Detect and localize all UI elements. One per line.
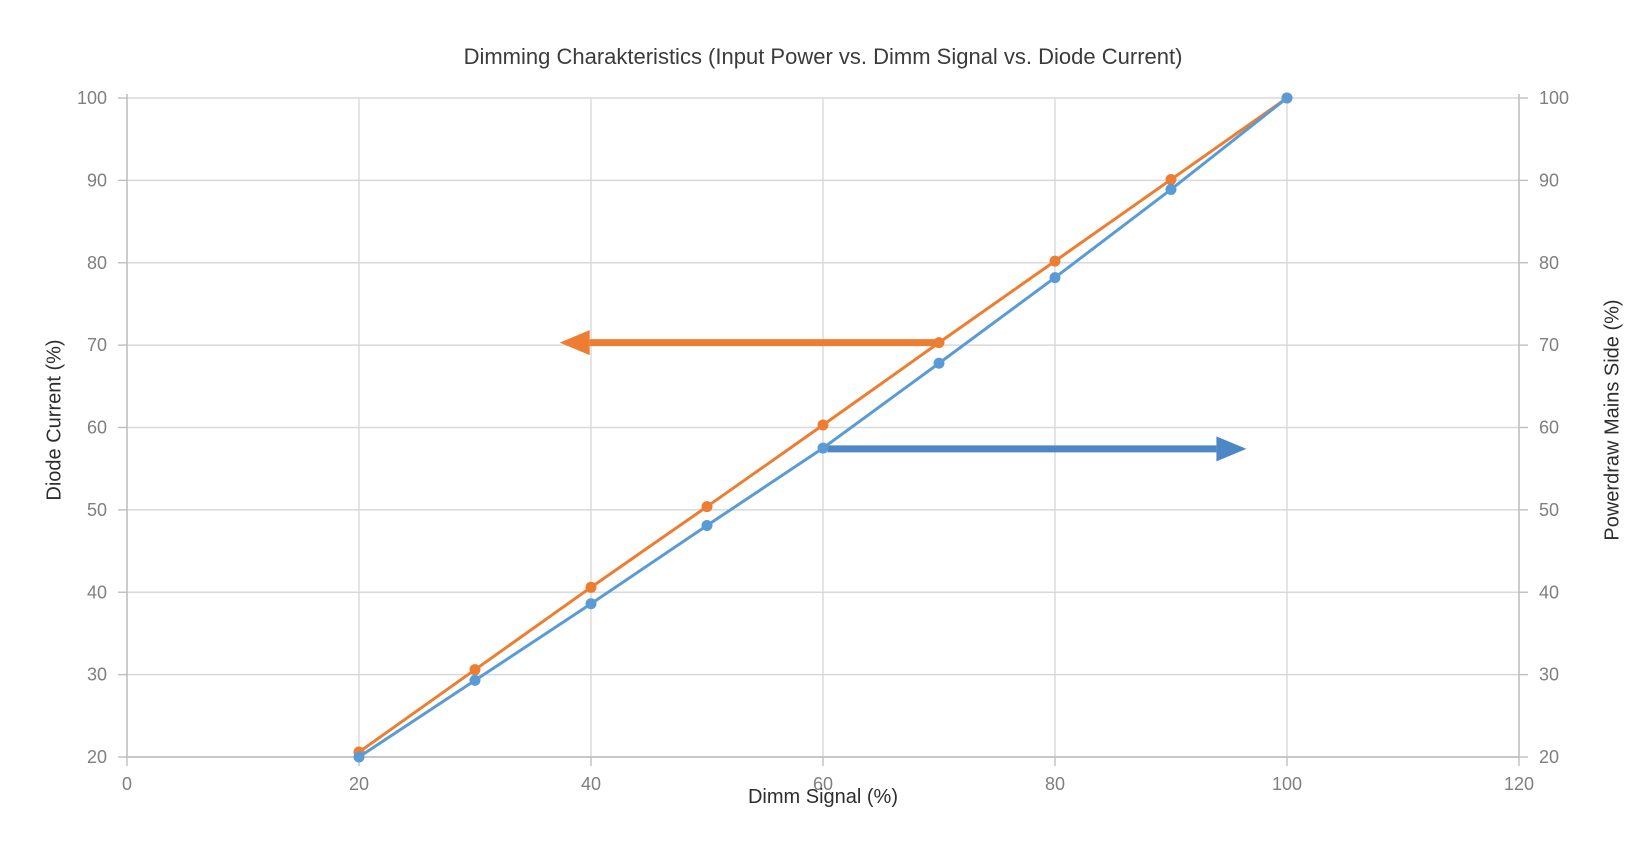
left-tick-label: 100 [77,88,107,108]
x-tick-label: 20 [349,774,369,794]
data-point-powerdraw [353,751,365,763]
left-axis-title: Diode Current (%) [43,339,66,501]
data-point-powerdraw [1165,183,1177,195]
data-point-diode-current [1049,255,1061,267]
right-tick-label: 20 [1539,747,1559,767]
left-axis-arrow-head [559,330,590,356]
right-tick-label: 40 [1539,582,1559,602]
right-tick-label: 90 [1539,170,1559,190]
data-point-diode-current [469,664,481,676]
left-tick-label: 20 [87,747,107,767]
right-tick-label: 70 [1539,335,1559,355]
x-axis-title: Dimm Signal (%) [747,786,899,808]
right-tick-label: 100 [1539,88,1569,108]
data-point-diode-current [585,581,597,593]
data-point-powerdraw [701,520,713,532]
left-tick-label: 90 [87,170,107,190]
x-tick-label: 40 [581,774,601,794]
right-axis-title: Powerdraw Mains Side (%) [1601,299,1624,541]
x-tick-label: 80 [1045,774,1065,794]
left-tick-label: 70 [87,335,107,355]
data-point-powerdraw [585,598,597,610]
data-point-powerdraw [933,357,945,369]
data-point-powerdraw [1281,92,1293,104]
x-tick-label: 100 [1272,774,1302,794]
data-point-diode-current [817,419,829,431]
data-point-powerdraw [469,674,481,686]
x-tick-label: 120 [1504,774,1534,794]
x-tick-label: 0 [122,774,132,794]
right-axis-arrow-head [1216,436,1247,462]
data-point-powerdraw [1049,272,1061,284]
left-tick-label: 60 [87,418,107,438]
chart-title: Dimming Charakteristics (Input Power vs.… [463,44,1183,69]
x-tick-label: 60 [813,774,833,794]
data-point-diode-current [1165,174,1177,186]
left-tick-label: 40 [87,582,107,602]
right-tick-label: 30 [1539,665,1559,685]
left-tick-label: 50 [87,500,107,520]
right-tick-label: 80 [1539,253,1559,273]
data-point-diode-current [701,501,713,513]
right-tick-label: 50 [1539,500,1559,520]
data-point-diode-current [933,337,945,349]
data-point-powerdraw [817,442,829,454]
left-tick-label: 80 [87,253,107,273]
left-tick-label: 30 [87,665,107,685]
right-tick-label: 60 [1539,418,1559,438]
